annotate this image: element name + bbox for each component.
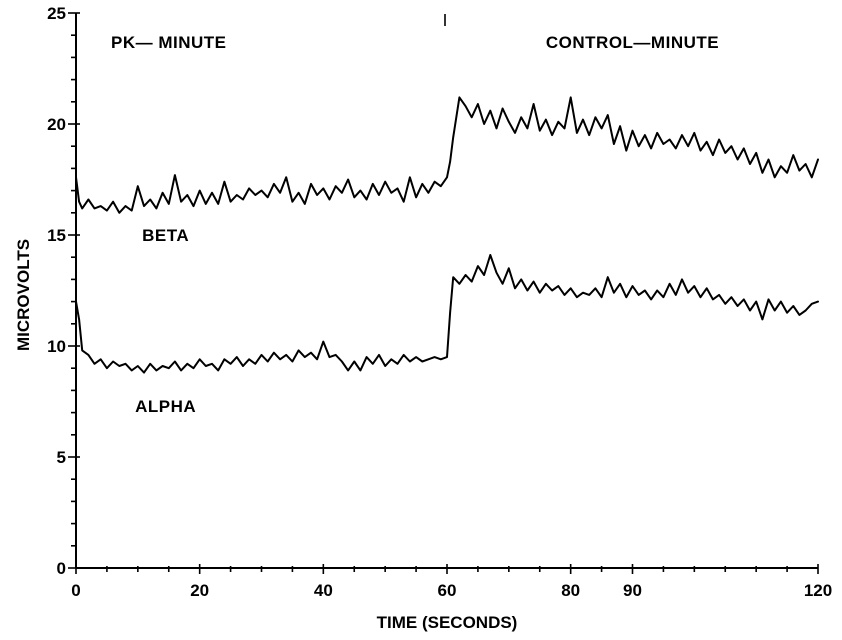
y-tick-label: 20: [47, 115, 66, 134]
series-group: [75, 96, 819, 374]
x-tick-label: 60: [438, 581, 457, 600]
annotation-label: CONTROL—MINUTE: [546, 33, 719, 52]
ticks: 0 5 10 15 20 25 0 20 40 60 80 90 120: [47, 4, 832, 600]
annotations: PK— MINUTE CONTROL—MINUTE BETA ALPHA: [111, 33, 719, 416]
series-line-beta: [75, 96, 819, 214]
annotation-label: ALPHA: [135, 397, 196, 416]
y-tick-label: 25: [47, 4, 66, 23]
y-tick-label: 0: [57, 559, 66, 578]
x-axis-title: TIME (SECONDS): [377, 613, 518, 632]
axes: [75, 13, 818, 569]
x-tick-label: 120: [804, 581, 832, 600]
x-tick-label: 80: [561, 581, 580, 600]
annotation-label: PK— MINUTE: [111, 33, 227, 52]
y-tick-label: 15: [47, 226, 66, 245]
x-tick-label: 0: [71, 581, 80, 600]
annotation-label: BETA: [142, 226, 189, 245]
x-tick-label: 90: [623, 581, 642, 600]
x-tick-label: 40: [314, 581, 333, 600]
series-line-alpha: [75, 254, 819, 374]
x-tick-label: 20: [190, 581, 209, 600]
y-axis-title: MICROVOLTS: [14, 239, 33, 351]
y-tick-label: 10: [47, 337, 66, 356]
y-tick-label: 5: [57, 448, 66, 467]
